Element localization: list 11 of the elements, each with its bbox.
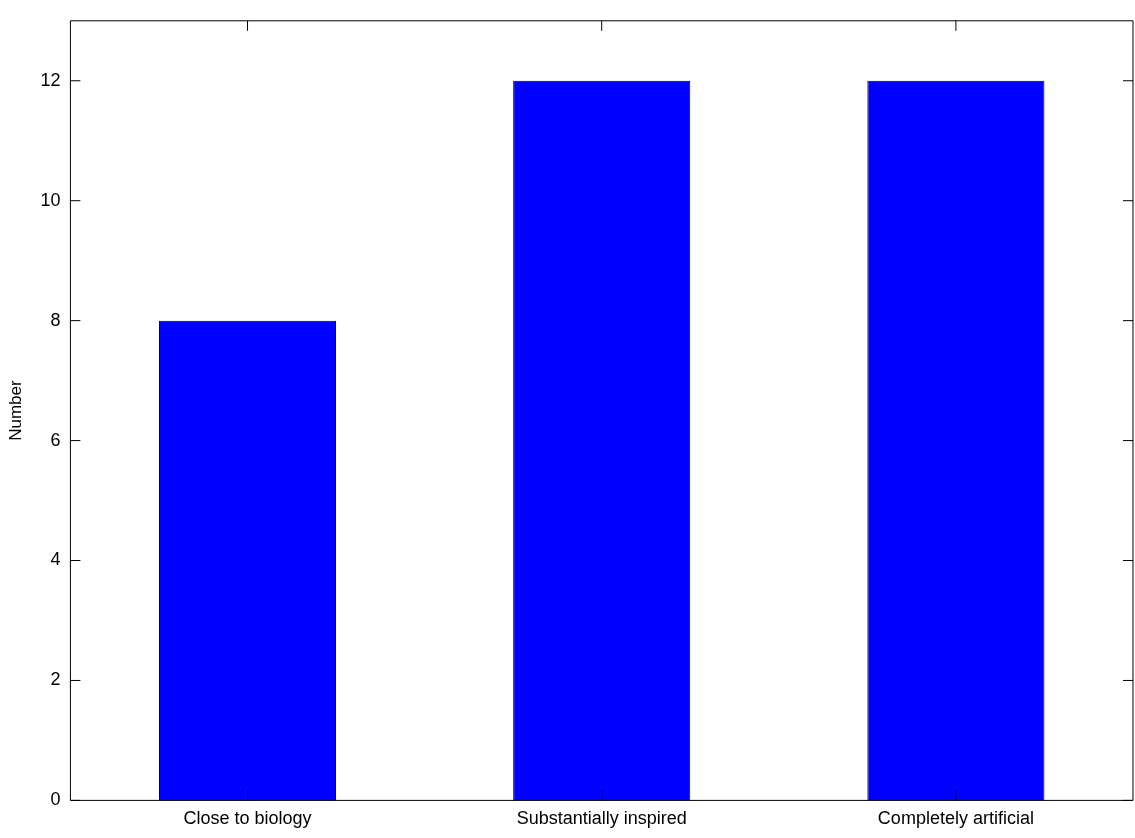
x-tick-label: Substantially inspired <box>516 808 687 829</box>
y-tick-label: 4 <box>50 549 61 570</box>
x-tick-label: Close to biology <box>183 808 312 829</box>
y-tick-label: 12 <box>40 69 61 90</box>
y-axis-title: Number <box>5 380 25 441</box>
y-tick-label: 6 <box>50 429 61 450</box>
y-tick-label: 10 <box>40 189 61 210</box>
y-tick-label: 8 <box>50 309 61 330</box>
y-tick-label: 0 <box>50 789 61 810</box>
y-tick-label: 2 <box>50 669 61 690</box>
x-tick-label: Completely artificial <box>877 808 1034 829</box>
